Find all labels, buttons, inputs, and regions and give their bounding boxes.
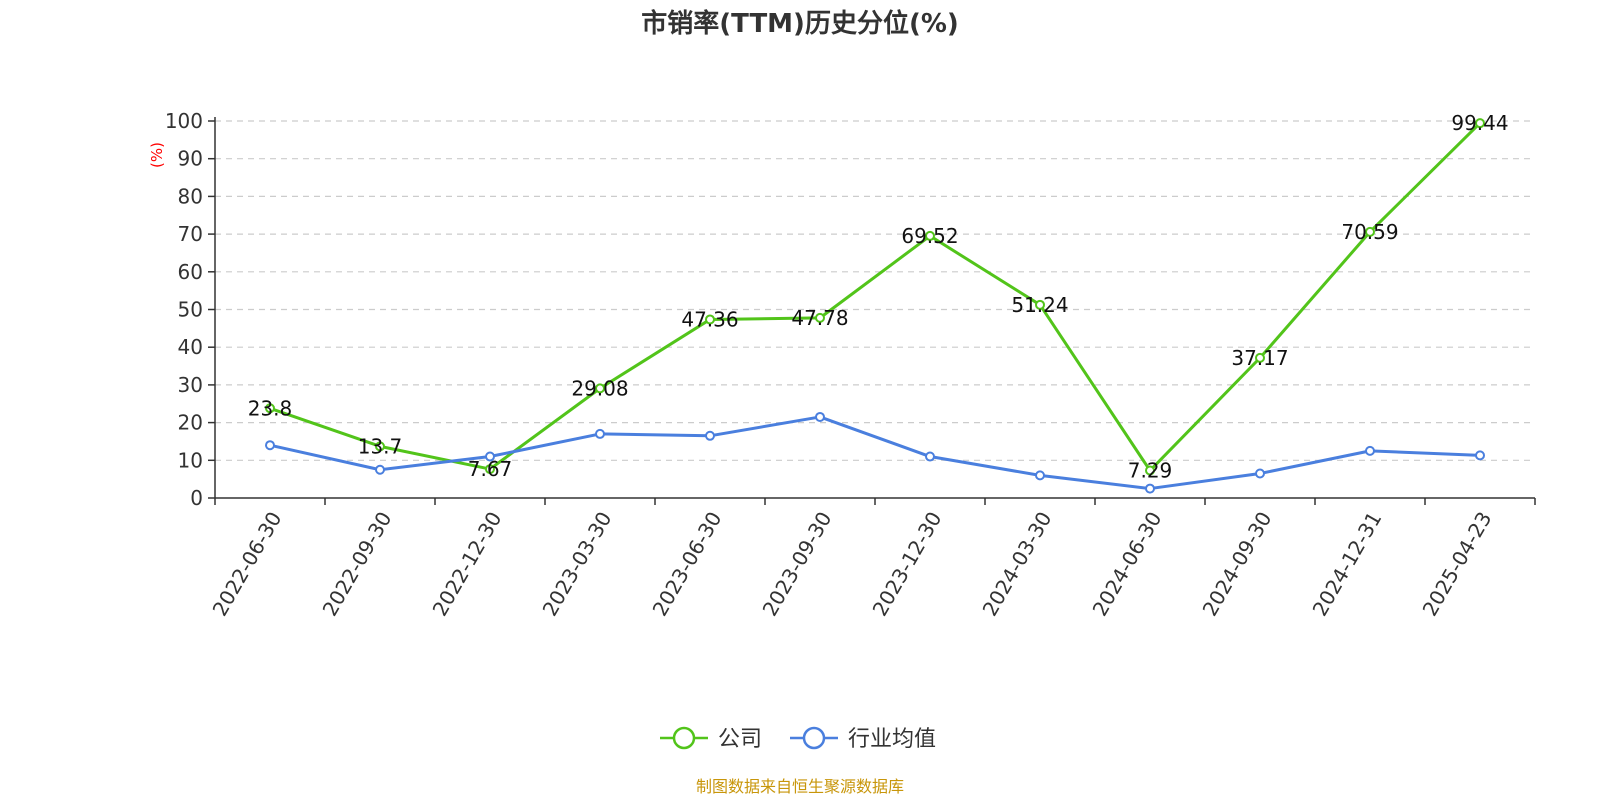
series-lines (265, 118, 1485, 494)
y-tick-label: 60 (178, 260, 203, 284)
data-point (265, 403, 275, 414)
x-tick-label: 2022-06-30 (208, 508, 287, 621)
x-tick-label: 2022-09-30 (318, 508, 397, 621)
data-label: 47.78 (791, 306, 848, 330)
data-labels: 23.8 13.7 7.67 29.08 47.36 47.78 69.52 51.24 7.2… (248, 111, 1509, 482)
data-point (375, 441, 385, 452)
source-note: 制图数据来自恒生聚源数据库 (696, 777, 904, 796)
x-tick-label: 2024-03-30 (978, 508, 1057, 621)
x-tick-label: 2023-06-30 (648, 508, 727, 621)
data-label: 99.44 (1451, 111, 1508, 135)
data-point (375, 464, 385, 475)
grid-lines (215, 120, 1535, 461)
y-axis-unit: (%) (148, 142, 166, 168)
y-tick-label: 0 (190, 486, 203, 510)
data-point (925, 451, 935, 462)
y-tick-label: 50 (178, 298, 203, 322)
y-tick-label: 20 (178, 411, 203, 435)
data-point (705, 430, 715, 441)
chart-title: 市销率(TTM)历史分位(%) (641, 8, 959, 39)
x-tick-label: 2024-09-30 (1198, 508, 1277, 621)
data-label: 7.67 (468, 457, 513, 481)
data-label: 70.59 (1341, 220, 1398, 244)
data-point (1475, 118, 1485, 129)
legend-label: 公司 (718, 727, 762, 752)
y-tick-label: 100 (165, 109, 203, 133)
data-label: 69.52 (901, 224, 958, 248)
data-label: 23.8 (248, 396, 293, 420)
data-point (485, 464, 495, 475)
x-tick-label: 2023-09-30 (758, 508, 837, 621)
y-tick-label: 40 (178, 335, 203, 359)
data-point (1365, 445, 1375, 456)
data-label: 7.29 (1128, 459, 1173, 483)
data-point (1035, 299, 1045, 310)
x-tick-label: 2023-03-30 (538, 508, 617, 621)
data-point (1035, 470, 1045, 481)
data-point (595, 428, 605, 439)
data-point (1255, 352, 1265, 363)
y-tick-label: 70 (178, 222, 203, 246)
series-line-company (269, 122, 1482, 473)
data-point (1255, 468, 1265, 479)
legend-item-company: 公司 (660, 726, 762, 752)
x-tick-label: 2025-04-23 (1418, 508, 1497, 621)
series-line-industry (269, 415, 1481, 491)
data-label: 13.7 (358, 434, 403, 458)
x-tick-label: 2023-12-30 (868, 508, 947, 621)
data-point (815, 411, 825, 422)
axes: 0 10 20 30 40 50 60 70 80 90 100 (%) 2022-06-30 2022-… (148, 109, 1536, 621)
data-point (1145, 465, 1155, 476)
y-tick-label: 80 (178, 184, 203, 208)
x-tick-label: 2022-12-30 (428, 508, 507, 621)
data-point (485, 451, 495, 462)
data-label: 29.08 (571, 376, 628, 400)
data-label: 51.24 (1011, 293, 1068, 317)
legend-marker (802, 726, 826, 750)
data-point (595, 383, 605, 394)
data-point (1145, 483, 1155, 494)
x-tick-label: 2024-06-30 (1088, 508, 1167, 621)
data-point (265, 440, 275, 451)
y-tick-label: 10 (178, 448, 203, 472)
legend-label: 行业均值 (848, 727, 936, 752)
data-point (1475, 450, 1485, 461)
data-point (1365, 226, 1375, 237)
data-point (925, 230, 935, 241)
y-tick-label: 30 (178, 373, 203, 397)
data-point (815, 312, 825, 323)
data-label: 37.17 (1231, 346, 1288, 370)
legend-item-industry: 行业均值 (790, 726, 936, 752)
y-tick-label: 90 (178, 147, 203, 171)
legend-marker (672, 726, 696, 750)
data-point (705, 314, 715, 325)
legend: 公司 行业均值 (660, 726, 936, 752)
data-label: 47.36 (681, 307, 738, 331)
x-tick-label: 2024-12-31 (1308, 508, 1387, 621)
